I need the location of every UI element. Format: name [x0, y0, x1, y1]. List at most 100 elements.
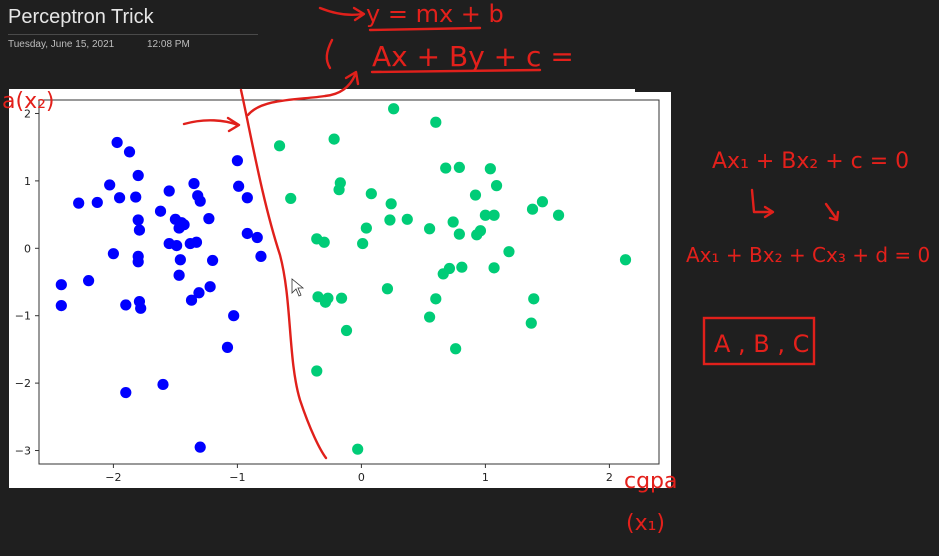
point-class-a — [154, 205, 167, 217]
point-class-a — [233, 180, 245, 192]
point-class-b — [437, 268, 449, 280]
point-class-b — [471, 229, 483, 241]
point-class-b — [381, 283, 394, 295]
point-class-a — [91, 196, 103, 209]
point-class-a — [132, 256, 144, 268]
point-class-b — [385, 198, 397, 210]
point-class-b — [430, 293, 442, 305]
point-class-a — [120, 299, 132, 311]
point-class-a — [185, 294, 198, 306]
x-tick-label: −1 — [229, 471, 245, 484]
point-class-a — [130, 191, 142, 203]
x-axis-note-2: (x₁) — [626, 511, 665, 536]
point-class-b — [450, 343, 462, 355]
point-class-b — [311, 365, 323, 377]
arrow-eq3-down-2 — [824, 202, 838, 220]
point-class-a — [190, 236, 203, 248]
point-class-a — [194, 195, 206, 207]
title-divider — [8, 34, 258, 35]
y-tick-label: 0 — [24, 242, 31, 255]
eq1-text: y = mx + b — [366, 0, 504, 28]
point-class-a — [73, 197, 85, 209]
point-class-b — [469, 189, 482, 201]
point-class-b — [360, 222, 372, 234]
point-class-a — [241, 227, 253, 240]
data-points — [55, 103, 632, 455]
point-class-b — [384, 214, 396, 226]
point-class-b — [285, 192, 297, 205]
y-tick-label: 2 — [24, 107, 31, 120]
point-class-b — [528, 293, 540, 305]
point-class-a — [241, 192, 253, 204]
point-class-a — [132, 214, 144, 226]
x-tick-label: 0 — [358, 471, 365, 484]
page-title: Perceptron Trick — [8, 6, 154, 28]
axes-frame — [38, 99, 660, 465]
point-class-b — [526, 203, 539, 215]
point-class-b — [453, 228, 465, 240]
point-class-b — [335, 292, 348, 304]
arrow-eq3-down — [750, 188, 774, 214]
point-class-a — [173, 269, 185, 281]
arrow-to-eq1 — [318, 6, 364, 16]
point-class-b — [619, 254, 632, 266]
point-class-a — [174, 254, 186, 266]
point-class-a — [55, 299, 67, 312]
point-class-b — [333, 184, 345, 196]
point-class-a — [228, 310, 240, 322]
point-class-a — [104, 179, 116, 191]
point-class-b — [490, 180, 503, 192]
y-tick-label: 1 — [24, 175, 31, 188]
point-class-a — [111, 136, 123, 149]
point-class-b — [322, 292, 334, 304]
point-class-b — [488, 209, 500, 221]
point-class-a — [221, 341, 234, 353]
point-class-b — [401, 213, 413, 225]
point-class-a — [255, 250, 267, 262]
ink-annotations: y = mx + b Ax + By + c = Ax₁ + Bx₂ + c =… — [2, 0, 930, 536]
point-class-a — [251, 231, 263, 244]
arrow-to-line — [182, 119, 240, 127]
x-axis-note: cgpa — [624, 469, 678, 494]
point-class-b — [357, 237, 369, 250]
point-class-a — [188, 177, 200, 190]
point-class-b — [365, 188, 377, 200]
eq4-text: Ax₁ + Bx₂ + Cx₃ + d = 0 — [686, 243, 930, 267]
point-class-b — [484, 163, 496, 175]
point-class-a — [171, 240, 183, 252]
x-tick-label: −2 — [105, 471, 121, 484]
y-tick-label: −2 — [15, 377, 31, 390]
point-class-b — [440, 162, 452, 174]
eq3-text: Ax₁ + Bx₂ + c = 0 — [712, 149, 909, 174]
x-tick-label: 1 — [482, 471, 489, 484]
point-class-a — [207, 254, 219, 267]
point-class-b — [453, 161, 465, 174]
params-text: A , B , C — [714, 330, 809, 358]
point-class-a — [133, 224, 146, 236]
page-time: 12:08 PM — [147, 39, 190, 50]
mouse-cursor-icon — [291, 278, 305, 297]
point-class-a — [55, 279, 67, 291]
point-class-a — [157, 378, 169, 391]
point-class-a — [83, 275, 95, 287]
decision-line — [239, 88, 328, 460]
page-date: Tuesday, June 15, 2021 — [8, 39, 115, 50]
axis-ticks: −2 −1 0 1 2 2 1 0 −1 −2 −3 — [15, 107, 613, 484]
point-class-b — [479, 209, 491, 221]
point-class-a — [193, 287, 205, 299]
point-class-b — [352, 443, 364, 455]
point-class-a — [132, 169, 144, 182]
point-class-b — [273, 140, 286, 152]
point-class-a — [203, 213, 215, 225]
point-class-b — [488, 262, 500, 274]
point-class-a — [178, 219, 190, 231]
point-class-a — [231, 155, 243, 167]
point-class-a — [135, 302, 147, 314]
point-class-b — [318, 236, 330, 248]
point-class-b — [328, 133, 340, 145]
point-class-a — [120, 386, 132, 399]
x-tick-label: 2 — [606, 471, 613, 484]
eq2-text: Ax + By + c = — [372, 40, 574, 73]
point-class-a — [194, 441, 206, 453]
